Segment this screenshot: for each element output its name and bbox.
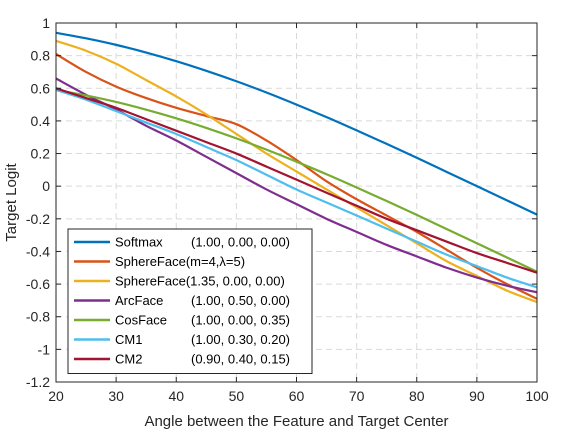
- legend-params: (0.90, 0.40, 0.15): [191, 352, 290, 367]
- legend-params: (1.00, 0.00, 0.00): [191, 235, 290, 250]
- y-tick-label: -1.2: [26, 374, 50, 390]
- x-tick-label: 80: [409, 388, 425, 404]
- x-axis-label: Angle between the Feature and Target Cen…: [144, 413, 448, 430]
- series-line-1: [55, 53, 538, 300]
- axis-ticks: 20 30 40 50 60 70 80 90 100 1 0.8 0.6 0.4 0.2 0 -0.2 -0.…: [26, 15, 549, 404]
- x-tick-label: 90: [469, 388, 485, 404]
- legend: Softmax (1.00, 0.00, 0.00) SphereFace(m=4,…: [67, 228, 313, 374]
- y-axis-label: Target Logit: [3, 162, 20, 241]
- legend-label: CosFace: [115, 313, 167, 328]
- x-tick-label: 50: [229, 388, 245, 404]
- series-line-3: [55, 77, 538, 294]
- y-tick-label: 0.6: [31, 80, 51, 96]
- y-tick-label: -0.2: [26, 211, 50, 227]
- x-tick-label: 40: [168, 388, 184, 404]
- legend-label: CM1: [115, 332, 142, 347]
- series-line-5: [55, 88, 538, 289]
- legend-label: Softmax: [115, 235, 163, 250]
- legend-label: SphereFace(m=4,λ=5): [115, 254, 245, 269]
- legend-label: ArcFace: [115, 293, 163, 308]
- series-line-2: [55, 39, 538, 304]
- legend-params: (1.00, 0.50, 0.00): [191, 293, 290, 308]
- x-tick-label: 70: [349, 388, 365, 404]
- y-tick-label: 0: [42, 178, 50, 194]
- x-tick-label: 60: [289, 388, 305, 404]
- legend-params: (1.00, 0.00, 0.35): [191, 313, 290, 328]
- x-tick-label: 100: [525, 388, 549, 404]
- y-tick-label: 0.8: [31, 48, 51, 64]
- x-tick-label: 30: [108, 388, 124, 404]
- legend-label: SphereFace(1.35, 0.00, 0.00): [115, 274, 285, 289]
- y-tick-label: -1: [38, 341, 51, 357]
- x-tick-label: 20: [48, 388, 64, 404]
- series-line-0: [55, 31, 538, 216]
- series-line-6: [55, 87, 538, 274]
- y-tick-label: 1: [42, 15, 50, 31]
- series-line-4: [55, 88, 538, 273]
- y-tick-label: -0.6: [26, 276, 50, 292]
- series-lines: [55, 31, 538, 304]
- legend-label: CM2: [115, 352, 142, 367]
- y-tick-label: -0.8: [26, 309, 50, 325]
- y-tick-label: -0.4: [26, 243, 50, 259]
- legend-params: (1.00, 0.30, 0.20): [191, 332, 290, 347]
- y-tick-label: 0.2: [31, 146, 51, 162]
- y-tick-label: 0.4: [31, 113, 51, 129]
